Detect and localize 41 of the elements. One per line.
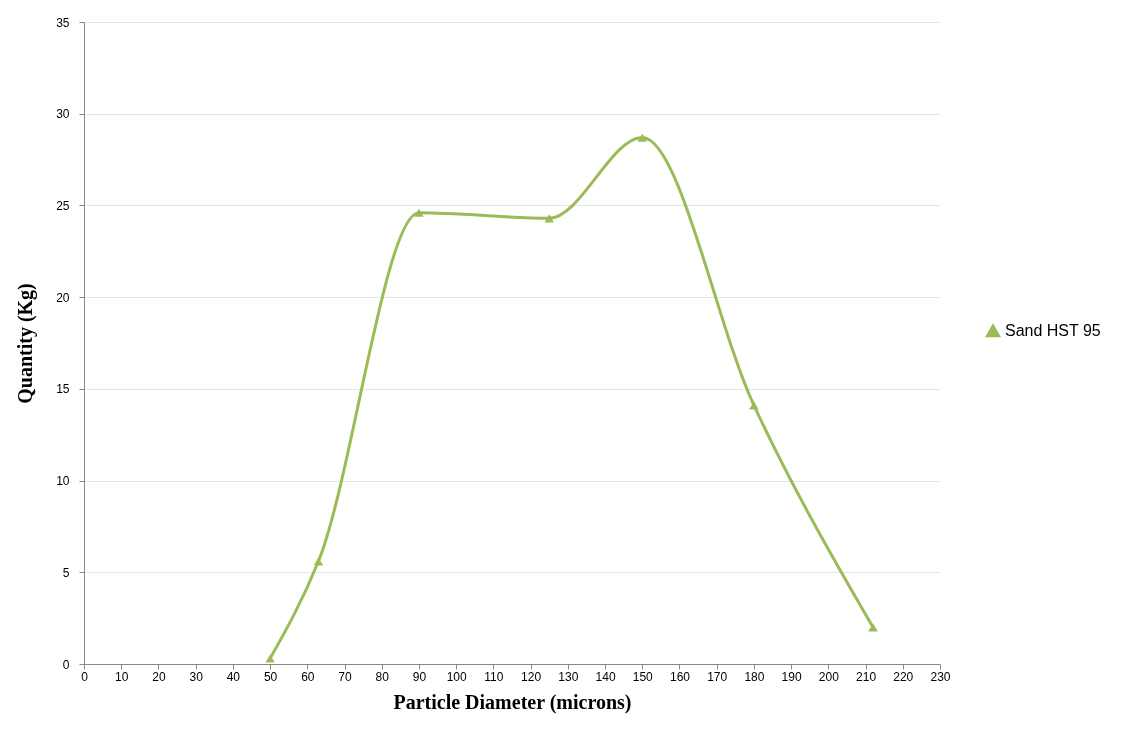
x-tick-label: 10 [115, 669, 129, 684]
x-tick-label: 0 [81, 669, 89, 684]
point [544, 214, 554, 223]
point [265, 654, 275, 663]
x-tick-label: 180 [744, 669, 765, 684]
legend-label: Sand HST 95 [1005, 322, 1101, 339]
y-tick-label: 35 [56, 15, 70, 30]
x-tick-label: 120 [521, 669, 542, 684]
x-tick-label: 30 [189, 669, 204, 684]
x-tick-label: 60 [301, 669, 315, 684]
x-tick-label: 100 [446, 669, 468, 684]
point [637, 133, 647, 142]
y-axis-title: Quantity (Kg) [14, 283, 38, 404]
point [313, 557, 324, 566]
x-tick-label: 230 [930, 669, 951, 684]
y-tick-label: 20 [56, 290, 70, 305]
point [414, 208, 424, 217]
x-tick-label: 220 [893, 669, 914, 684]
x-tick-label: 130 [558, 669, 579, 684]
x-axis-title: Particle Diameter (microns) [393, 690, 632, 714]
x-tick-label: 210 [856, 669, 877, 684]
x-tick-label: 40 [226, 669, 241, 684]
y-tick-label: 25 [56, 198, 70, 213]
x-tick-label: 150 [632, 669, 654, 684]
point [749, 401, 759, 410]
y-tick-label: 5 [62, 565, 70, 580]
x-tick-label: 90 [412, 669, 427, 684]
x-tick-label: 170 [707, 669, 728, 684]
x-tick-label: 50 [263, 669, 278, 684]
x-tick-label: 140 [595, 669, 616, 684]
x-tick-label: 80 [375, 669, 390, 684]
y-tick-label: 0 [62, 657, 70, 672]
y-tick-label: 15 [56, 382, 70, 397]
x-tick-label: 70 [338, 669, 353, 684]
y-tick-label: 10 [56, 474, 70, 489]
x-tick-label: 110 [484, 669, 504, 684]
x-tick-label: 20 [152, 669, 166, 684]
x-tick-label: 160 [669, 669, 691, 684]
x-tick-label: 190 [781, 669, 802, 684]
x-tick-label: 200 [818, 669, 840, 684]
y-tick-label: 30 [56, 107, 70, 122]
